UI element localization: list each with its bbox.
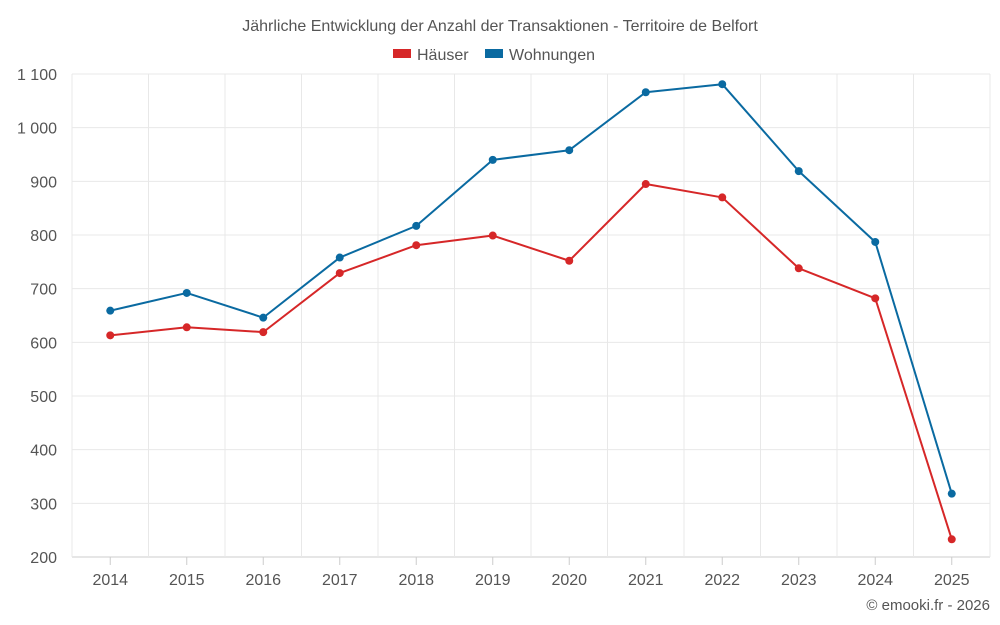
x-tick-label: 2025: [934, 572, 970, 589]
series-line-haeuser: [110, 183, 953, 540]
data-point-wohnungen-2017[interactable]: [335, 253, 344, 262]
data-point-wohnungen-2025[interactable]: [947, 489, 956, 498]
x-tick-label: 2018: [398, 572, 434, 589]
y-tick-label: 600: [30, 335, 57, 352]
data-point-wohnungen-2020[interactable]: [565, 146, 574, 155]
y-tick-label: 800: [30, 228, 57, 245]
y-tick-label: 900: [30, 174, 57, 191]
data-point-wohnungen-2023[interactable]: [794, 167, 803, 176]
x-tick-label: 2020: [551, 572, 587, 589]
data-point-haeuser-2015[interactable]: [182, 323, 191, 332]
legend-label-haeuser[interactable]: Häuser: [417, 47, 469, 64]
data-point-wohnungen-2021[interactable]: [641, 88, 650, 97]
data-point-wohnungen-2018[interactable]: [412, 221, 421, 230]
y-tick-label: 700: [30, 282, 57, 299]
legend-swatch-haeuser: [393, 49, 411, 58]
credit-text: © emooki.fr - 2026: [866, 597, 990, 614]
data-point-wohnungen-2016[interactable]: [259, 313, 268, 322]
data-point-haeuser-2025[interactable]: [947, 535, 956, 544]
data-point-wohnungen-2019[interactable]: [488, 155, 497, 164]
data-point-haeuser-2020[interactable]: [565, 256, 574, 265]
legend-swatch-wohnungen: [485, 49, 503, 58]
series-lines: [106, 80, 956, 544]
x-tick-label: 2015: [169, 572, 205, 589]
x-tick-label: 2017: [322, 572, 358, 589]
legend-label-wohnungen[interactable]: Wohnungen: [509, 47, 595, 64]
data-point-haeuser-2019[interactable]: [488, 231, 497, 240]
y-tick-label: 1 000: [17, 121, 57, 138]
x-tick-label: 2022: [704, 572, 740, 589]
y-tick-label: 300: [30, 496, 57, 513]
data-point-haeuser-2016[interactable]: [259, 328, 268, 337]
data-point-haeuser-2023[interactable]: [794, 264, 803, 273]
data-point-haeuser-2017[interactable]: [335, 269, 344, 278]
data-point-haeuser-2024[interactable]: [871, 294, 880, 303]
y-axis-ticks: 200 300 400 500 600 700 800 900 1 000 1 100: [17, 67, 57, 567]
data-point-haeuser-2021[interactable]: [641, 180, 650, 189]
y-tick-label: 1 100: [17, 67, 57, 84]
x-tick-label: 2019: [475, 572, 511, 589]
data-point-wohnungen-2024[interactable]: [871, 237, 880, 246]
y-tick-label: 200: [30, 550, 57, 567]
x-tick-label: 2023: [781, 572, 817, 589]
data-point-wohnungen-2015[interactable]: [182, 288, 191, 297]
data-point-haeuser-2018[interactable]: [412, 241, 421, 250]
x-tick-label: 2014: [92, 572, 128, 589]
x-tick-label: 2021: [628, 572, 664, 589]
data-point-wohnungen-2014[interactable]: [106, 306, 115, 315]
x-tick-label: 2024: [857, 572, 893, 589]
legend: Häuser Wohnungen: [393, 47, 595, 64]
y-tick-label: 400: [30, 443, 57, 460]
data-point-haeuser-2014[interactable]: [106, 331, 115, 340]
data-point-haeuser-2022[interactable]: [718, 193, 727, 202]
gridlines: [71, 73, 991, 558]
series-line-wohnungen: [110, 83, 953, 494]
x-axis-ticks: 2014 2015 2016 2017 2018 2019 2020 2021 2022 2023…: [92, 557, 970, 589]
y-tick-label: 500: [30, 389, 57, 406]
data-point-wohnungen-2022[interactable]: [718, 80, 727, 89]
x-tick-label: 2016: [245, 572, 281, 589]
chart-title: Jährliche Entwicklung der Anzahl der Tra…: [242, 18, 758, 35]
